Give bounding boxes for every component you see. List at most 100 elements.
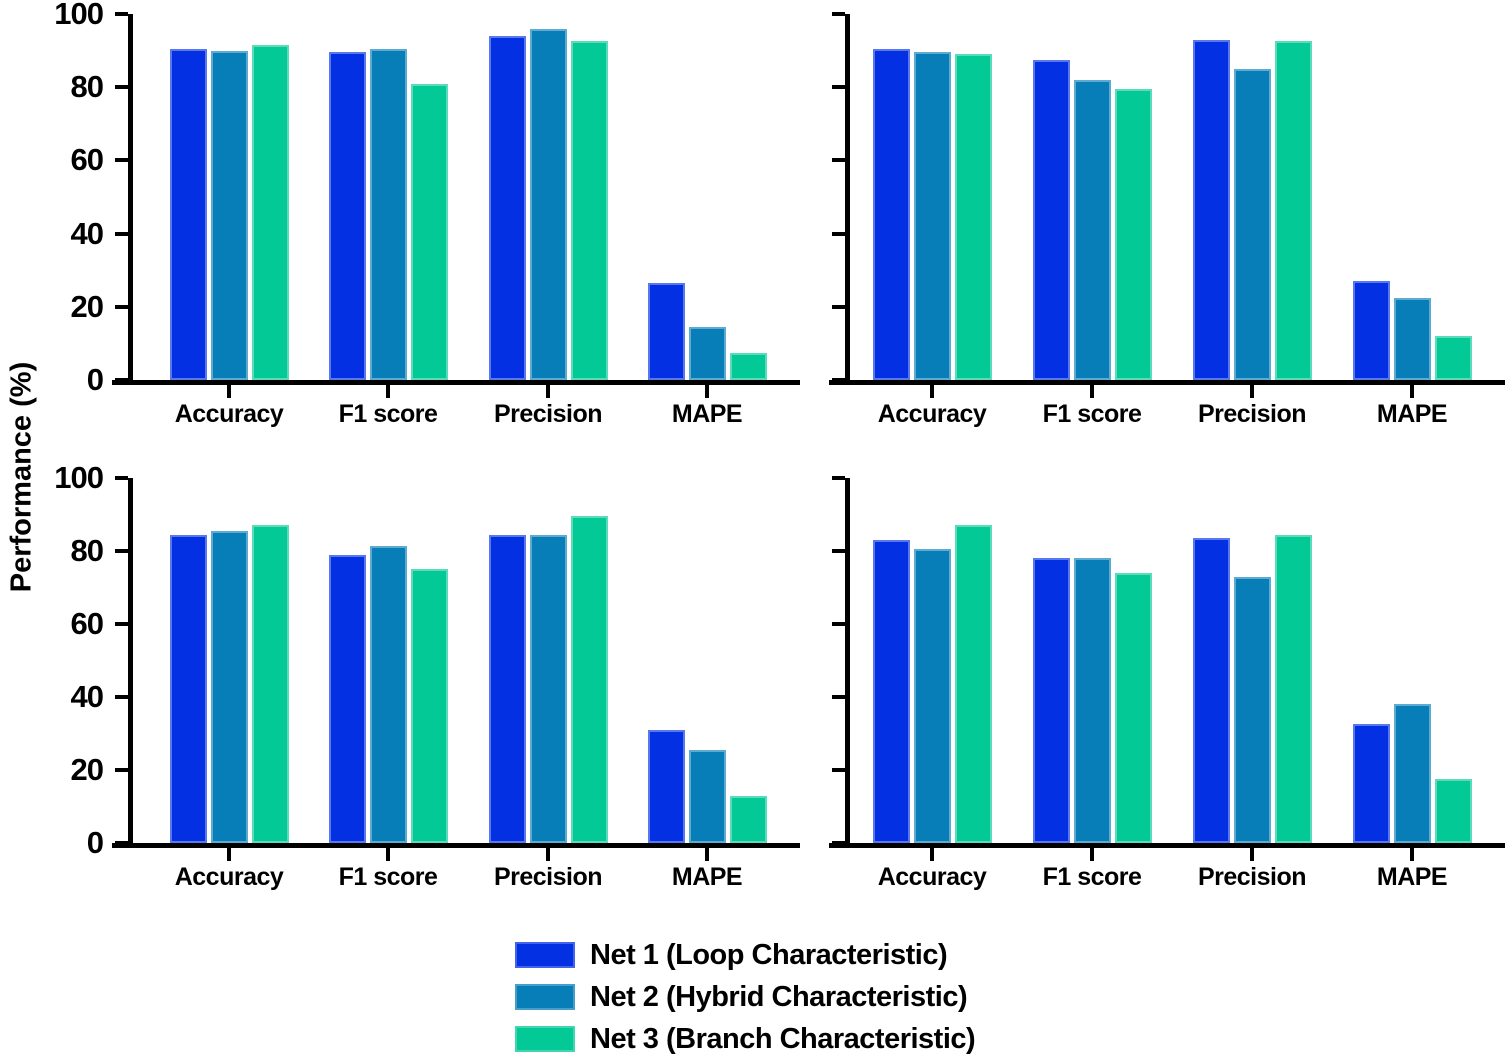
bar-net-1-precision	[488, 35, 526, 380]
bar-net-2-accuracy	[913, 52, 951, 380]
y-tick-label: 100	[54, 0, 104, 31]
panel-bottom-right: Accuracy F1 score Precision MAPE	[829, 476, 1505, 891]
bar-net-1-precision	[1192, 39, 1230, 380]
x-axis-line	[112, 843, 800, 848]
y-tick	[115, 768, 128, 772]
y-tick	[832, 231, 845, 236]
legend-swatch-net-1	[515, 942, 575, 968]
bar-net-2-mape	[1393, 704, 1431, 843]
y-tick	[115, 378, 128, 382]
y-tick-label: 100	[54, 460, 104, 495]
x-tick	[386, 385, 390, 398]
x-category-label-f1-score: F1 score	[338, 400, 438, 428]
y-tick	[832, 768, 845, 772]
y-tick	[115, 304, 128, 309]
y-tick	[832, 695, 845, 699]
y-tick	[115, 476, 128, 480]
y-tick	[115, 231, 128, 236]
x-category-label-precision: Precision	[493, 863, 603, 891]
y-tick	[115, 158, 128, 163]
bar-net-1-f1-score	[328, 52, 366, 380]
bar-net-1-precision	[1192, 538, 1230, 843]
x-tick	[386, 848, 390, 861]
bar-net-2-accuracy	[210, 50, 248, 380]
legend-label: Net 1 (Loop Characteristic)	[590, 938, 948, 971]
bar-net-3-f1-score	[1114, 89, 1152, 380]
x-category-label-mape: MAPE	[1376, 863, 1448, 891]
bar-net-2-f1-score	[1073, 79, 1111, 380]
bar-net-3-f1-score	[410, 569, 448, 843]
y-tick-label: 80	[70, 69, 104, 105]
y-tick-label: 0	[86, 362, 104, 397]
bar-net-3-precision	[570, 516, 608, 843]
x-category-label-accuracy: Accuracy	[174, 400, 284, 428]
bar-net-2-f1-score	[369, 545, 407, 843]
legend-label: Net 2 (Hybrid Characteristic)	[590, 980, 968, 1013]
x-category-label-mape: MAPE	[671, 400, 743, 428]
bar-net-2-f1-score	[369, 48, 407, 380]
x-category-label-precision: Precision	[1197, 863, 1307, 891]
bar-net-3-precision	[1274, 41, 1312, 380]
y-tick	[832, 549, 845, 553]
bar-net-1-accuracy	[872, 48, 910, 380]
x-tick	[1410, 385, 1414, 398]
bar-net-2-accuracy	[210, 530, 248, 843]
panel-top-left: 0 20 40 60 80 100 Accuracy F1 score Precision MAP…	[54, 0, 800, 428]
bar-net-1-mape	[647, 729, 685, 843]
bar-net-1-mape	[1352, 281, 1390, 380]
x-tick	[1090, 385, 1094, 398]
x-tick	[546, 848, 550, 861]
x-axis-line	[112, 380, 800, 385]
bar-net-1-mape	[647, 283, 685, 380]
y-tick	[115, 841, 128, 845]
x-category-label-accuracy: Accuracy	[877, 400, 987, 428]
bar-net-2-precision	[1233, 68, 1271, 380]
bar-net-1-accuracy	[169, 534, 207, 843]
y-tick	[832, 622, 845, 626]
x-category-label-accuracy: Accuracy	[174, 863, 284, 891]
legend-label: Net 3 (Branch Characteristic)	[590, 1022, 976, 1055]
y-tick	[115, 549, 128, 553]
y-tick	[832, 378, 845, 382]
bar-net-3-accuracy	[954, 54, 992, 380]
bar-net-1-f1-score	[1032, 558, 1070, 843]
legend-item-net-2: Net 2 (Hybrid Characteristic)	[515, 980, 975, 1013]
bar-net-3-mape	[1434, 779, 1472, 843]
y-axis-line	[845, 14, 850, 385]
x-axis-line	[829, 380, 1505, 385]
bar-net-3-precision	[570, 41, 608, 380]
x-tick	[227, 385, 231, 398]
y-axis-line	[128, 14, 133, 385]
bar-net-2-f1-score	[1073, 558, 1111, 843]
legend-item-net-1: Net 1 (Loop Characteristic)	[515, 938, 975, 971]
x-tick	[705, 385, 709, 398]
y-tick	[115, 85, 128, 90]
y-axis-line	[845, 478, 850, 848]
y-tick	[115, 622, 128, 626]
y-tick-label: 60	[70, 142, 104, 178]
bar-net-3-f1-score	[410, 83, 448, 380]
bar-net-1-mape	[1352, 724, 1390, 843]
bar-net-1-precision	[488, 534, 526, 843]
bar-net-3-accuracy	[954, 525, 992, 843]
x-category-label-mape: MAPE	[1376, 400, 1448, 428]
bar-net-3-precision	[1274, 534, 1312, 843]
y-tick-label: 20	[70, 752, 104, 787]
legend-item-net-3: Net 3 (Branch Characteristic)	[515, 1022, 976, 1055]
bar-net-1-accuracy	[872, 540, 910, 843]
bar-net-1-f1-score	[328, 554, 366, 843]
legend-swatch-net-2	[515, 984, 575, 1010]
x-tick	[1250, 848, 1254, 861]
bar-net-3-accuracy	[251, 525, 289, 843]
y-tick-label: 80	[70, 533, 104, 568]
bar-net-3-mape	[1434, 336, 1472, 380]
x-category-label-mape: MAPE	[671, 863, 743, 891]
y-tick	[832, 304, 845, 309]
y-tick-label: 40	[70, 215, 104, 251]
x-tick	[1090, 848, 1094, 861]
x-category-label-f1-score: F1 score	[1042, 400, 1142, 428]
x-category-label-accuracy: Accuracy	[877, 863, 987, 891]
bar-net-2-mape	[688, 326, 726, 380]
y-tick	[832, 476, 845, 480]
